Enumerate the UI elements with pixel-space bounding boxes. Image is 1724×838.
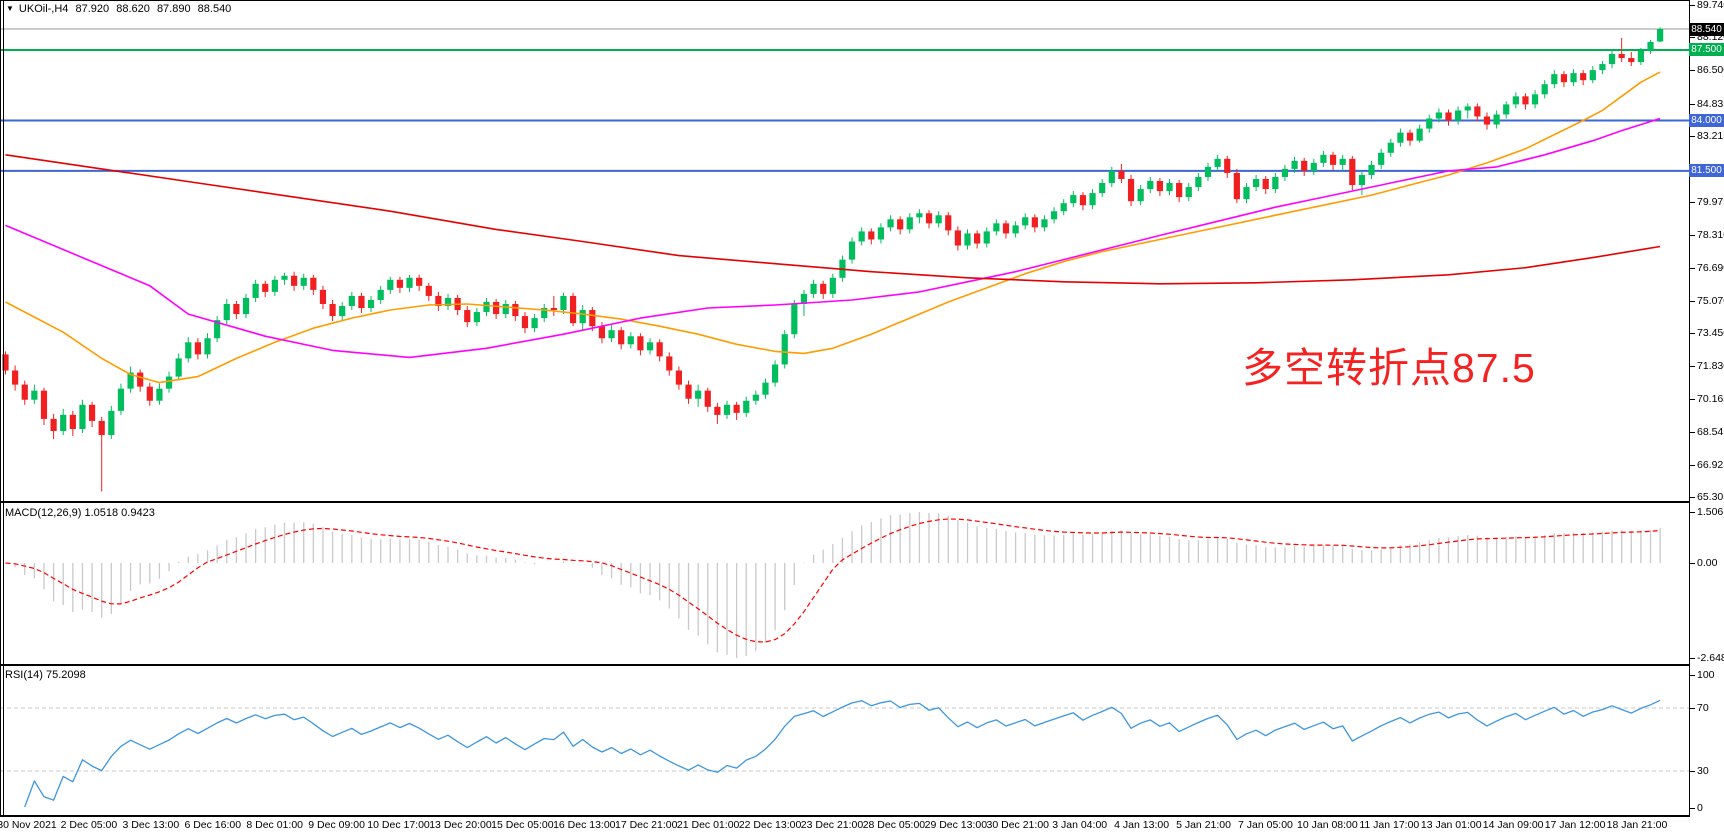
macd-signal-line [5, 518, 1661, 643]
time-axis-label: 13 Jan 01:00 [1420, 819, 1482, 831]
left-border [0, 0, 1, 817]
mid-ma-line [5, 117, 1661, 359]
price-axis-label: 86.500 [1689, 64, 1724, 76]
time-axis-label: 21 Dec 01:00 [676, 819, 740, 831]
time-axis-label: 14 Jan 09:00 [1482, 819, 1544, 831]
price-axis-label: 70.165 [1689, 393, 1724, 405]
macd-indicator-panel[interactable] [0, 505, 1689, 664]
macd-rsi-separator[interactable] [0, 664, 1689, 666]
macd-axis-label: 0.00 [1689, 557, 1718, 569]
top-border [0, 0, 1689, 1]
price-axis-label: 71.830 [1689, 360, 1724, 372]
time-axis-label: 8 Dec 01:00 [246, 819, 303, 831]
macd-axis-label: -2.6487 [1690, 652, 1724, 664]
time-axis-label: 6 Dec 16:00 [184, 819, 242, 831]
time-axis-label: 11 Jan 17:00 [1359, 819, 1420, 831]
time-axis-label: 10 Jan 08:00 [1297, 819, 1358, 831]
symbol-name: UKOil-,H4 [18, 3, 69, 15]
time-axis-label: 30 Nov 2021 [0, 819, 57, 831]
ohlc-close: 88.540 [197, 3, 232, 15]
price-axis-label: 68.545 [1689, 426, 1724, 438]
time-axis-label: 29 Dec 13:00 [924, 819, 988, 831]
rsi-axis-label: 30 [1690, 765, 1709, 777]
time-axis-label: 15 Dec 05:00 [491, 819, 554, 831]
macd-axis-label: 1.5061 [1689, 506, 1724, 518]
time-axis-label: 10 Dec 17:00 [367, 819, 430, 831]
rsi-axis-label: 100 [1690, 669, 1715, 681]
chart-annotation-text: 多空转折点87.5 [1242, 345, 1536, 391]
ohlc-low: 87.890 [156, 3, 191, 15]
rsi-line [24, 699, 1661, 808]
time-axis-label: 5 Jan 21:00 [1176, 819, 1231, 831]
bottom-border [0, 815, 1689, 817]
rsi-label: RSI(14) 75.2098 [5, 669, 86, 681]
price-axis-label: 76.690 [1689, 262, 1724, 274]
price-axis-label: 89.740 [1689, 0, 1724, 11]
ohlc-high: 88.620 [116, 3, 150, 15]
price-axis-label: 78.310 [1689, 229, 1724, 241]
ohlc-open: 87.920 [75, 3, 110, 15]
time-axis-label: 17 Dec 21:00 [614, 819, 678, 831]
price-axis-label: 75.070 [1689, 295, 1724, 307]
price-badge-81.500: 81.500 [1689, 164, 1724, 178]
time-axis: 30 Nov 2021 2 Dec 05:00 3 Dec 13:00 6 Dec 1… [0, 819, 1689, 835]
price-axis-label: 84.835 [1689, 98, 1724, 110]
time-axis-label: 16 Dec 13:00 [553, 819, 616, 831]
time-axis-label: 17 Jan 12:00 [1544, 819, 1606, 831]
rsi-indicator-panel[interactable] [0, 667, 1689, 815]
price-axis-label: 66.925 [1689, 459, 1724, 471]
price-badge-87.500: 87.500 [1689, 43, 1724, 57]
time-axis-label: 23 Dec 21:00 [800, 819, 864, 831]
fast-ma-line [5, 71, 1661, 384]
price-axis-label: 83.215 [1689, 130, 1724, 142]
time-axis-label: 3 Dec 13:00 [122, 819, 180, 831]
time-axis-label: 9 Dec 09:00 [308, 819, 365, 831]
price-badge-84.000: 84.000 [1689, 114, 1724, 128]
time-axis-label: 22 Dec 13:00 [738, 819, 802, 831]
macd-label: MACD(12,26,9) 1.0518 0.9423 [5, 507, 155, 519]
main-macd-separator[interactable] [0, 501, 1689, 503]
main-price-chart[interactable] [0, 0, 1689, 501]
time-axis-label: 28 Dec 05:00 [862, 819, 926, 831]
time-axis-label: 4 Jan 13:00 [1114, 819, 1170, 831]
time-axis-label: 3 Jan 04:00 [1052, 819, 1108, 831]
chevron-down-icon[interactable]: ▼ [6, 4, 14, 13]
price-axis-label: 65.305 [1689, 491, 1724, 503]
time-axis-label: 2 Dec 05:00 [60, 819, 118, 831]
slow-ma-line [5, 154, 1661, 285]
rsi-axis-label: 70 [1690, 702, 1709, 714]
time-axis-label: 30 Dec 21:00 [986, 819, 1049, 831]
price-axis-separator [1689, 0, 1690, 817]
price-axis-label: 79.975 [1689, 196, 1724, 208]
price-axis-label: 73.450 [1689, 327, 1724, 339]
rsi-axis-label: 0 [1690, 802, 1703, 814]
price-badge-88.540: 88.540 [1689, 22, 1724, 36]
symbol-legend: ▼ UKOil-,H4 87.920 88.620 87.890 88.540 [6, 3, 235, 15]
time-axis-label: 18 Jan 21:00 [1606, 819, 1668, 831]
time-axis-label: 13 Dec 20:00 [429, 819, 492, 831]
time-axis-label: 7 Jan 05:00 [1238, 819, 1293, 831]
left-inner-border [3, 0, 4, 817]
